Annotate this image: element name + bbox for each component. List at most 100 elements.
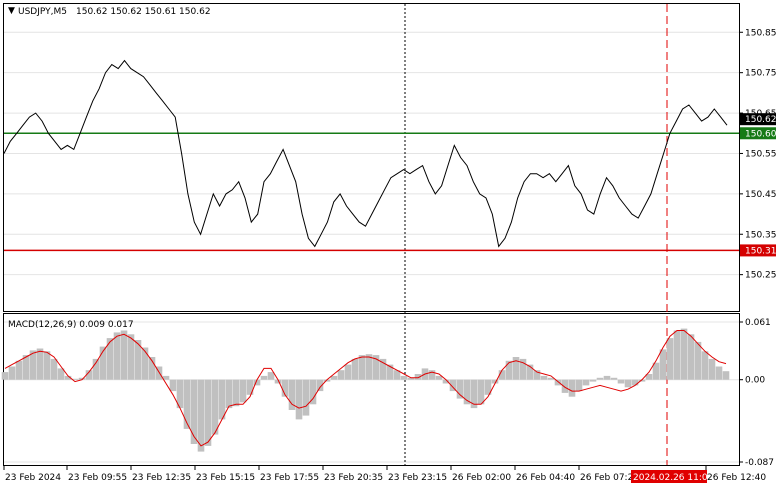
macd-histogram-bar (71, 378, 79, 380)
macd-histogram-bar (64, 375, 72, 380)
macd-signal-line (4, 330, 727, 447)
macd-histogram-bar (533, 370, 541, 380)
macd-histogram-bar (281, 379, 289, 397)
macd-histogram-bar (484, 379, 492, 395)
macd-histogram-bar (526, 364, 534, 380)
macd-histogram-bar (722, 371, 730, 380)
macd-histogram-bar (428, 370, 436, 380)
macd-histogram-bar (442, 379, 450, 384)
price-tick-label: 150.45 (745, 190, 777, 200)
macd-histogram-bar (393, 370, 401, 380)
macd-histogram-bar (36, 348, 44, 380)
macd-histogram-bar (652, 362, 660, 380)
macd-histogram-bar (253, 379, 261, 386)
macd-histogram-bar (456, 379, 464, 399)
macd-histogram-bar (631, 379, 639, 386)
macd-histogram-bar (498, 370, 506, 380)
macd-histogram-bar (449, 379, 457, 392)
macd-histogram-bar (141, 347, 149, 380)
macd-histogram-bar (666, 338, 674, 380)
macd-histogram-bar (491, 379, 499, 384)
macd-tick-label: 0.00 (745, 376, 765, 386)
macd-histogram-bar (554, 379, 562, 386)
macd-histogram-bar (50, 358, 58, 380)
symbol-dropdown-icon[interactable]: ▼ (8, 6, 15, 16)
macd-y-axis: 0.061 0.00 -0.087 (739, 318, 774, 468)
macd-histogram-bar (316, 379, 324, 392)
macd-histogram-bar (645, 374, 653, 380)
macd-histogram-bar (568, 379, 576, 397)
macd-histogram-bar (379, 358, 387, 380)
macd-histogram-bar (92, 358, 100, 380)
level-tag (740, 244, 776, 257)
macd-tick-label: 0.061 (745, 318, 771, 328)
macd-histogram-bar (400, 375, 408, 380)
macd-histogram-bar (463, 379, 471, 405)
price-tick-label: 150.35 (745, 230, 777, 240)
macd-histogram-bar (610, 377, 618, 380)
macd-tick-label: -0.087 (745, 458, 774, 468)
macd-histogram-bar (505, 360, 513, 380)
macd-histogram-bar (176, 379, 184, 409)
time-tick-label: 23 Feb 2024 (5, 473, 61, 483)
macd-histogram-bar (1, 372, 9, 380)
macd-histogram-bar (85, 370, 93, 380)
macd-histogram-bar (155, 366, 163, 380)
price-grid (4, 31, 739, 276)
macd-histogram-bar (225, 379, 233, 409)
macd-histogram-bar (596, 377, 604, 380)
macd-signal (4, 330, 727, 447)
macd-histogram-bar (99, 346, 107, 380)
macd-histogram-bar (302, 379, 310, 416)
time-marker-tag (631, 470, 707, 483)
price-panel-frame (3, 3, 740, 312)
macd-histogram-bar (148, 357, 156, 380)
macd-histogram-bar (218, 379, 226, 420)
macd-histogram-bar (512, 357, 520, 380)
time-tick-label: 23 Feb 23:15 (388, 473, 447, 483)
macd-histogram-bar (190, 379, 198, 444)
macd-histogram-bar (337, 370, 345, 380)
macd-histogram-bar (134, 340, 142, 380)
macd-histogram-bar (617, 379, 625, 384)
time-tick-label: 23 Feb 12:35 (132, 473, 191, 483)
macd-histogram-bar (470, 379, 478, 409)
macd-histogram-bar (414, 374, 422, 380)
level-tag (740, 127, 776, 140)
macd-histogram-bar (575, 379, 583, 392)
macd-histogram-bar (57, 368, 65, 380)
macd-histogram-bar (204, 379, 212, 446)
macd-histogram-bar (120, 330, 128, 380)
macd-histogram-bar (267, 372, 275, 380)
macd-histogram-bar (372, 355, 380, 380)
macd-histogram-bar (295, 379, 303, 420)
macd-histogram-bar (43, 351, 51, 380)
macd-histogram-bar (169, 379, 177, 392)
price-levels (4, 132, 739, 252)
macd-label: MACD(12,26,9) 0.009 0.017 (8, 320, 134, 330)
time-tick-label: 26 Feb 04:40 (516, 473, 575, 483)
ohlc-label: 150.62 150.62 150.61 150.62 (76, 7, 211, 17)
macd-histogram-bar (519, 358, 527, 380)
macd-histogram-bar (351, 358, 359, 380)
price-series (3, 59, 728, 248)
macd-histogram-bar (582, 379, 590, 386)
macd-histogram-bar (274, 379, 282, 384)
level-tag-label: 150.31 (745, 246, 777, 256)
price-y-axis: 150.85150.75150.65150.55150.45150.35150.… (739, 28, 777, 281)
macd-histogram-bar (323, 379, 331, 382)
macd-histogram-bar (540, 375, 548, 380)
macd-histogram-bar (22, 355, 30, 380)
macd-histogram-bar (197, 379, 205, 452)
macd-histogram-bar (603, 375, 611, 380)
macd-histogram-bar (8, 366, 16, 380)
macd-histogram-bar (78, 377, 86, 380)
time-marker-label: 2024.02.26 11:00 (633, 473, 714, 483)
macd-histogram-bar (547, 377, 555, 380)
macd-histogram-bar (246, 379, 254, 395)
macd-histogram-bar (239, 379, 247, 403)
current-price-tag (740, 113, 776, 126)
time-tick-label: 26 Feb 12:40 (707, 473, 766, 483)
macd-histogram-bar (407, 377, 415, 380)
